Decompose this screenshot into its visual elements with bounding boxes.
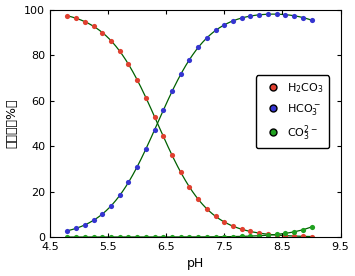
Point <box>160 134 166 139</box>
Point <box>99 212 105 216</box>
Point <box>91 235 97 239</box>
Point <box>187 57 192 62</box>
Point <box>195 235 201 239</box>
Point <box>256 233 262 238</box>
Point <box>291 234 297 238</box>
Point <box>291 230 297 234</box>
Point <box>187 235 192 239</box>
Point <box>134 235 140 239</box>
Point <box>256 231 262 235</box>
Point <box>178 72 184 76</box>
Point <box>256 13 262 17</box>
Point <box>126 62 131 67</box>
Point <box>117 193 122 198</box>
Point <box>239 227 245 232</box>
Point <box>178 235 184 239</box>
Point <box>99 235 105 239</box>
Point <box>134 78 140 82</box>
Point <box>283 12 288 17</box>
Point <box>230 19 236 23</box>
Point <box>239 234 245 238</box>
Point <box>160 108 166 113</box>
Point <box>73 226 79 230</box>
Legend: H$_2$CO$_3$, HCO$_3^-$, CO$_3^{2-}$: H$_2$CO$_3$, HCO$_3^-$, CO$_3^{2-}$ <box>256 76 329 148</box>
Point <box>82 20 88 24</box>
Point <box>169 153 175 157</box>
Point <box>248 229 253 234</box>
Point <box>117 49 122 53</box>
X-axis label: pH: pH <box>187 258 204 270</box>
Point <box>169 235 175 239</box>
Point <box>300 15 306 20</box>
Point <box>308 225 314 229</box>
Point <box>195 197 201 201</box>
Point <box>178 170 184 174</box>
Point <box>222 220 227 224</box>
Point <box>213 28 218 33</box>
Point <box>204 207 210 211</box>
Point <box>108 235 114 239</box>
Point <box>230 234 236 239</box>
Point <box>160 235 166 239</box>
Point <box>274 232 279 237</box>
Y-axis label: モル比（%）: モル比（%） <box>6 99 18 148</box>
Point <box>143 95 149 100</box>
Point <box>65 14 70 18</box>
Point <box>99 30 105 35</box>
Point <box>248 14 253 18</box>
Point <box>143 235 149 239</box>
Point <box>308 234 314 239</box>
Point <box>265 232 271 237</box>
Point <box>213 214 218 219</box>
Point <box>274 233 279 237</box>
Point <box>126 235 131 239</box>
Point <box>82 223 88 227</box>
Point <box>143 147 149 151</box>
Point <box>117 235 122 239</box>
Point <box>222 23 227 27</box>
Point <box>126 180 131 185</box>
Point <box>73 235 79 239</box>
Point <box>300 227 306 232</box>
Point <box>91 218 97 222</box>
Point <box>169 89 175 94</box>
Point <box>152 235 157 239</box>
Point <box>152 128 157 132</box>
Point <box>134 164 140 169</box>
Point <box>283 231 288 235</box>
Point <box>300 234 306 238</box>
Point <box>283 233 288 238</box>
Point <box>291 14 297 18</box>
Point <box>195 45 201 50</box>
Point <box>82 235 88 239</box>
Point <box>65 235 70 239</box>
Point <box>91 24 97 28</box>
Point <box>204 36 210 40</box>
Point <box>308 18 314 22</box>
Point <box>152 115 157 119</box>
Point <box>230 224 236 229</box>
Point <box>239 16 245 20</box>
Point <box>73 16 79 20</box>
Point <box>265 233 271 237</box>
Point <box>187 185 192 189</box>
Point <box>65 229 70 233</box>
Point <box>213 235 218 239</box>
Point <box>222 235 227 239</box>
Point <box>274 12 279 16</box>
Point <box>108 204 114 208</box>
Point <box>248 234 253 238</box>
Point <box>108 38 114 43</box>
Point <box>265 12 271 16</box>
Point <box>204 235 210 239</box>
